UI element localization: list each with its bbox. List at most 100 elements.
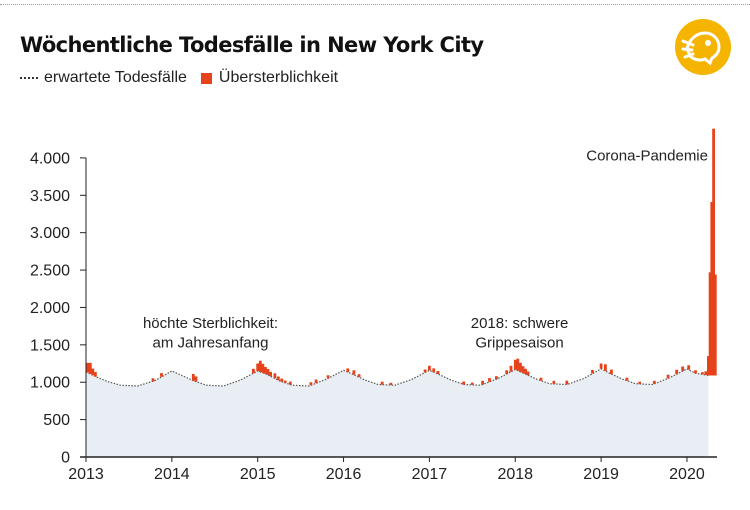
excess-bar	[91, 368, 95, 376]
excess-bar	[610, 369, 613, 375]
excess-bar	[505, 370, 509, 374]
excess-bar	[481, 380, 484, 385]
excess-bar	[380, 381, 384, 385]
legend-expected-label: erwartete Todesfälle	[44, 69, 187, 86]
annotation-text: Grippesaison	[475, 335, 563, 352]
excess-bar	[357, 374, 361, 378]
excess-bar	[314, 379, 318, 384]
excess-bar	[707, 356, 710, 376]
excess-bar	[276, 376, 280, 381]
excess-bar	[516, 358, 520, 371]
x-tick-label: 2014	[154, 466, 190, 483]
excess-bar	[326, 375, 330, 379]
x-tick-label: 2016	[326, 466, 362, 483]
excess-bar	[261, 363, 265, 373]
annotation-text: am Jahresanfang	[153, 335, 269, 352]
excess-bar	[708, 272, 712, 376]
excess-bar	[273, 373, 277, 379]
excess-bar	[283, 380, 287, 383]
excess-bar	[604, 364, 607, 371]
logo-icon	[675, 19, 731, 75]
expected-line	[85, 368, 709, 387]
top-dotted-rule	[0, 4, 750, 5]
excess-bar	[519, 362, 522, 372]
excess-bar	[389, 382, 393, 385]
excess-bar	[524, 368, 527, 374]
x-tick-label: 2013	[68, 466, 104, 483]
y-tick-label: 4.000	[30, 150, 70, 167]
expected-area	[86, 368, 709, 457]
excess-bar	[151, 378, 155, 382]
excess-bar	[565, 380, 569, 385]
excess-bar	[591, 369, 594, 374]
excess-bar	[625, 377, 629, 381]
y-tick-label: 0	[61, 450, 70, 467]
y-tick-label: 3.500	[30, 188, 70, 205]
excess-bar	[652, 380, 656, 384]
excess-bar	[280, 378, 284, 382]
annotation-text: Corona-Pandemie	[586, 148, 708, 165]
y-tick-label: 1.000	[30, 375, 70, 392]
excess-bar	[266, 368, 270, 375]
excess-bar	[436, 371, 440, 374]
excess-bar	[252, 368, 255, 374]
chart-title: Wöchentliche Todesfälle in New York City	[20, 33, 484, 57]
excess-bar	[526, 371, 530, 376]
excess-bar	[713, 274, 717, 376]
y-tick-label: 2.500	[30, 263, 70, 280]
excess-bar	[470, 382, 474, 385]
excess-bar	[509, 365, 513, 372]
excess-bar	[599, 363, 603, 369]
x-tick-label: 2017	[412, 466, 448, 483]
annotation-text: 2018: schwere	[471, 315, 569, 332]
excess-bar	[88, 362, 92, 374]
excess-bar	[191, 374, 195, 381]
excess-bar	[432, 368, 436, 373]
x-tick-label: 2020	[669, 466, 705, 483]
excess-bar	[666, 374, 670, 379]
excess-bar	[269, 371, 272, 377]
legend-dotted-line-icon	[20, 77, 38, 79]
excess-bar	[687, 365, 691, 370]
excess-bar	[701, 372, 704, 375]
excess-bar	[352, 370, 356, 375]
y-tick-label: 3.000	[30, 225, 70, 242]
excess-bar	[94, 372, 97, 377]
excess-bar	[712, 128, 715, 376]
legend-excess-label: Übersterblichkeit	[218, 69, 339, 86]
excess-bar	[488, 378, 491, 382]
y-tick-label: 500	[43, 412, 70, 429]
excess-bar	[423, 369, 427, 373]
excess-bar	[539, 377, 543, 381]
legend: erwartete Todesfälle Übersterblichkeit	[20, 69, 338, 87]
plot-area: 0 500 1.000 1.500 2.000 2.500 3.000 3.500 4.000 2…	[30, 128, 717, 483]
excess-bar	[681, 366, 685, 371]
excess-bar	[704, 371, 708, 375]
x-tick-label: 2019	[583, 466, 619, 483]
excess-bar	[428, 365, 431, 371]
legend-excess-swatch-icon	[200, 72, 212, 84]
excess-bar	[675, 369, 679, 375]
excess-bar	[258, 360, 262, 372]
y-tick-label: 1.500	[30, 337, 70, 354]
excess-bar	[513, 359, 517, 370]
excess-bar	[160, 373, 163, 377]
excess-bar	[309, 382, 313, 386]
excess-bar	[86, 362, 90, 373]
excess-bar	[638, 381, 642, 384]
excess-bar	[521, 366, 525, 373]
y-tick-label: 2.000	[30, 300, 70, 317]
excess-bar	[462, 381, 466, 385]
excess-bar	[256, 363, 260, 371]
excess-bar	[552, 380, 556, 384]
excess-bar	[495, 376, 498, 380]
excess-bar	[194, 376, 198, 382]
x-tick-label: 2018	[497, 466, 533, 483]
excess-bar	[694, 370, 697, 374]
excess-bar	[710, 202, 714, 376]
annotation-text: höchte Sterblichkeit:	[143, 315, 278, 332]
excess-bar	[264, 367, 267, 374]
excess-bar	[288, 381, 292, 385]
excess-bar	[346, 368, 350, 373]
